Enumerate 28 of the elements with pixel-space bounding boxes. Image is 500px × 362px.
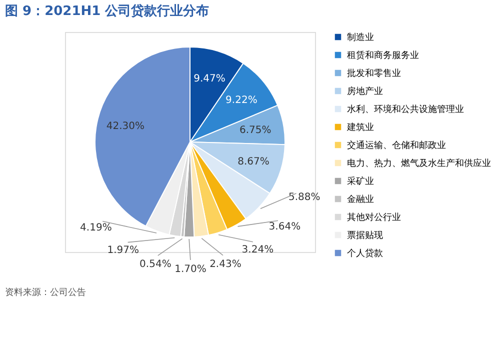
legend-label: 制造业 xyxy=(347,32,374,43)
chart-title: 图 9：2021H1 公司贷款行业分布 xyxy=(5,3,210,19)
data-label: 1.70% xyxy=(174,264,206,275)
legend-label: 租赁和商务服务业 xyxy=(347,50,419,61)
legend-label: 建筑业 xyxy=(346,122,374,133)
data-label: 3.24% xyxy=(242,244,274,256)
data-label: 42.30% xyxy=(106,121,145,132)
data-label: 0.54% xyxy=(140,259,172,270)
data-label: 6.75% xyxy=(239,124,272,136)
legend-label: 交通运输、仓储和邮政业 xyxy=(347,140,446,151)
legend-label: 票据贴现 xyxy=(347,230,383,241)
data-label: 9.47% xyxy=(194,73,226,84)
legend-label: 采矿业 xyxy=(347,176,374,187)
data-label: 9.22% xyxy=(226,94,258,106)
data-label: 2.43% xyxy=(210,258,242,270)
data-label: 3.64% xyxy=(268,222,301,233)
legend-label: 水利、环境和公共设施管理业 xyxy=(347,104,464,115)
data-label: 5.88% xyxy=(288,192,320,204)
data-label: 4.19% xyxy=(80,222,112,234)
legend-label: 电力、热力、燃气及水生产和供应业 xyxy=(347,158,491,169)
legend-label: 房地产业 xyxy=(347,86,383,97)
legend-label: 其他对公行业 xyxy=(347,212,401,223)
legend-label: 金融业 xyxy=(347,194,374,205)
data-label: 1.97% xyxy=(107,244,139,256)
text: 资料来源：公司公告 xyxy=(5,287,86,298)
legend-label: 批发和零售业 xyxy=(347,68,401,79)
data-label: 8.67% xyxy=(238,156,270,168)
legend-label: 个人贷款 xyxy=(347,248,383,259)
